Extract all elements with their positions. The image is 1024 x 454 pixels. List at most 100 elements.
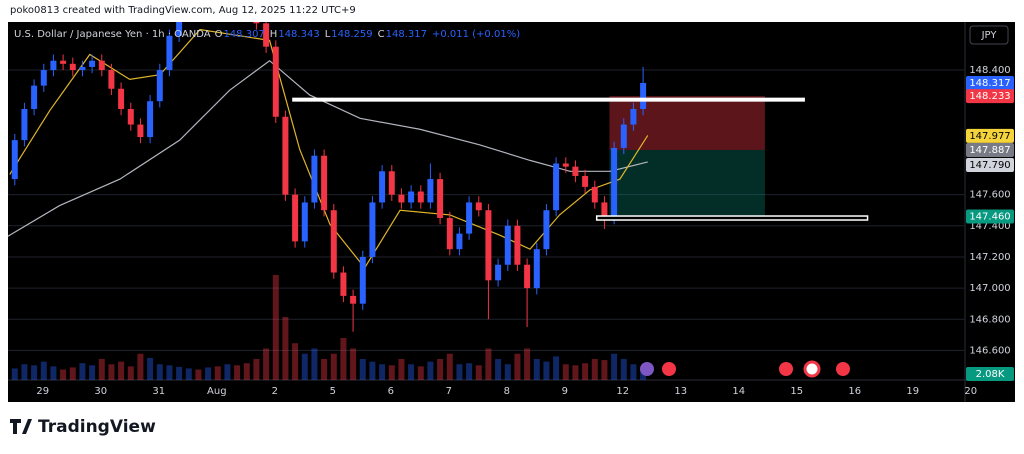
volume-bar [350, 348, 357, 380]
logo-text: TradingView [38, 417, 156, 437]
x-tick-label: 8 [504, 386, 510, 397]
volume-bar [340, 338, 347, 380]
volume-bar [620, 359, 627, 380]
x-tick-label: 15 [790, 386, 803, 397]
price-label-box [966, 209, 1014, 224]
volume-bar [359, 359, 366, 380]
candle-body [437, 179, 444, 219]
price-label: 147.977 [969, 131, 1010, 142]
volume-bar [466, 363, 473, 380]
candle-body [504, 225, 511, 265]
candle-body [282, 116, 289, 195]
volume-bar [147, 357, 154, 380]
candle-body [630, 108, 637, 125]
price-label: 147.790 [969, 160, 1010, 171]
candle-body [118, 88, 125, 109]
volume-bar [8, 366, 9, 380]
candle-body [127, 108, 134, 125]
candle-body [253, 22, 260, 24]
volume-bar [485, 348, 492, 380]
price-label-box [966, 142, 1014, 157]
y-tick-label: 147.200 [969, 252, 1010, 263]
candle-body [21, 108, 28, 141]
y-tick-label: 147.600 [969, 190, 1010, 201]
price-label: 147.887 [969, 145, 1010, 156]
volume-bar [292, 343, 299, 380]
candle-body [456, 233, 463, 250]
volume-bar [388, 365, 395, 380]
volume-bar [176, 366, 183, 380]
candle-body [427, 179, 434, 203]
candle-body [533, 249, 540, 289]
candle-body [495, 264, 502, 281]
price-label-box [966, 158, 1014, 173]
volume-bar [427, 361, 434, 380]
candle-body [311, 155, 318, 203]
currency-button[interactable] [969, 25, 1009, 45]
volume-bar [108, 364, 115, 380]
volume-bar [321, 359, 328, 380]
y-tick-label: 147.000 [969, 283, 1010, 294]
volume-bar [408, 364, 415, 380]
volume-bar [456, 364, 463, 380]
event-icon [662, 362, 676, 376]
candle-body [137, 124, 144, 138]
moving-average [8, 59, 648, 237]
candle-body [272, 46, 279, 117]
logo: TradingView [10, 417, 156, 437]
volume-bar [253, 359, 260, 380]
candle-body [582, 175, 589, 187]
candle-body [485, 210, 492, 281]
ohlc-legend: O 148.307 H 148.343 L 148.259 C 148.317 +0.011 (… [215, 29, 521, 40]
event-icon [640, 362, 654, 376]
volume-bar [398, 359, 405, 380]
candle-body [98, 60, 105, 71]
candle-body [398, 194, 405, 203]
ohlc-value: 148.343 [278, 29, 319, 40]
axes: 148.400 147.600 147.400 147.200 147.000 146.8… [36, 65, 1014, 397]
volume-bar [437, 359, 444, 380]
volume-bar [311, 348, 318, 380]
x-tick-label: 2 [272, 386, 278, 397]
candle-body [8, 179, 9, 195]
volume-bar [543, 361, 550, 380]
candle-body [611, 147, 618, 219]
volume-bar [272, 275, 279, 380]
y-tick-label: 146.800 [969, 314, 1010, 325]
candle-body [408, 191, 415, 203]
candle-body [514, 225, 521, 265]
volume-bar [69, 367, 76, 380]
chart-background [8, 22, 1015, 402]
candle-body [176, 22, 183, 36]
symbol-title: U.S. Dollar / Japanese Yen · 1h · OANDA [14, 29, 211, 40]
x-tick-label: 31 [152, 386, 165, 397]
volume-bar [137, 353, 144, 380]
volume-bar [630, 364, 637, 380]
price-label: 148.233 [969, 91, 1010, 102]
candle-body [69, 63, 76, 71]
moving-average [9, 28, 649, 269]
volume-bar [60, 369, 67, 380]
volume-bar [118, 361, 125, 380]
volume-bar [224, 364, 231, 380]
volume-bar [214, 366, 221, 380]
logo-mark [10, 419, 32, 434]
volume-bar [50, 366, 57, 380]
price-label-box [966, 89, 1014, 104]
volume-bar [166, 365, 173, 380]
plot [8, 22, 869, 332]
price-label-box [966, 128, 1014, 143]
volume-bar [572, 365, 579, 380]
candle-body [340, 272, 347, 296]
ohlc-key: H [270, 29, 278, 40]
currency-label: JPY [981, 30, 998, 41]
price-label: 148.317 [969, 78, 1010, 89]
event-icon [803, 360, 821, 378]
volume-bar [243, 363, 250, 380]
volume-bar [11, 368, 18, 380]
volume-bar [21, 364, 28, 380]
volume-label: 2.08K [976, 369, 1005, 380]
candle-body [31, 85, 38, 109]
